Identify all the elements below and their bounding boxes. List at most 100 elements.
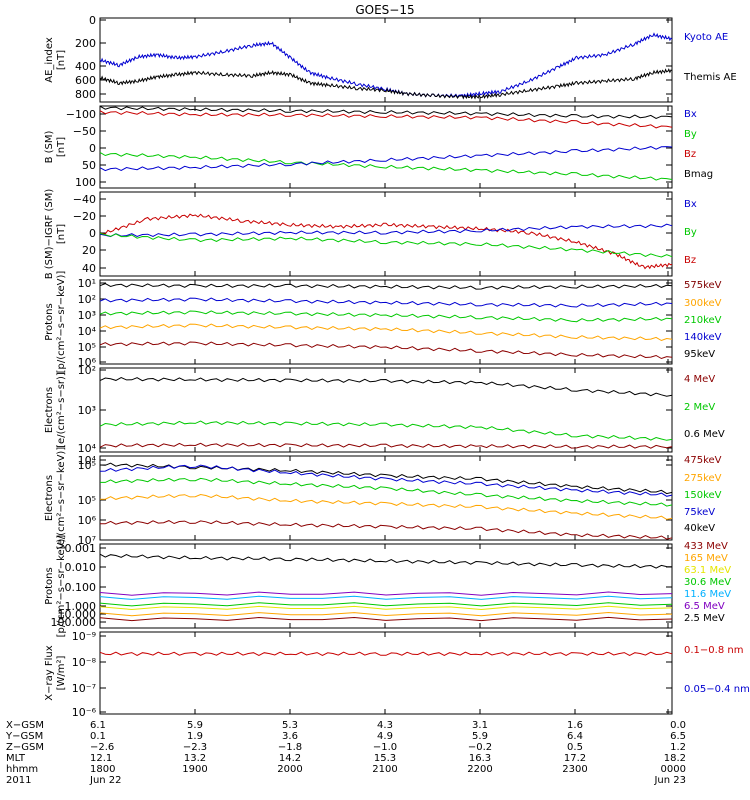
panel-frame-1 bbox=[99, 17, 673, 103]
x-axis-row-value: 18.2 bbox=[664, 753, 686, 764]
y-axis-label: Electrons bbox=[44, 475, 55, 521]
y-tick-label: 10⁴ bbox=[78, 442, 97, 455]
series-line-by bbox=[99, 232, 673, 258]
legend-label: 150keV bbox=[684, 490, 722, 501]
legend-label: 30.6 MeV bbox=[684, 577, 731, 588]
x-axis-row-value: 15.3 bbox=[374, 753, 396, 764]
y-tick-label: 0.010 bbox=[65, 561, 97, 574]
legend-label: 210keV bbox=[684, 315, 722, 326]
series-line-bx bbox=[99, 146, 673, 172]
y-tick-label: 10³ bbox=[78, 309, 96, 322]
x-axis-row-value: Jun 23 bbox=[653, 775, 686, 786]
series-line-210kev bbox=[99, 310, 673, 323]
legend-label: 2.5 MeV bbox=[684, 613, 725, 624]
y-axis-label: [nT] bbox=[56, 224, 67, 244]
x-axis-row-value: 13.2 bbox=[184, 753, 206, 764]
series-line-165-mev bbox=[99, 611, 673, 617]
x-axis-row-value: 3.6 bbox=[282, 731, 298, 742]
y-tick-label: 100.000 bbox=[51, 616, 97, 629]
legend-label: Kyoto AE bbox=[684, 32, 728, 43]
series-line-150kev bbox=[100, 477, 673, 507]
series-line-63-1-mev bbox=[99, 605, 673, 611]
y-tick-label: 10⁴ bbox=[78, 454, 97, 467]
x-axis-row-value: 1.9 bbox=[187, 731, 203, 742]
y-axis-label: X−ray Flux bbox=[44, 645, 55, 700]
x-axis-row-value: −1.8 bbox=[278, 742, 302, 753]
y-tick-label: −100 bbox=[66, 108, 96, 121]
legend-label: 475keV bbox=[684, 455, 722, 466]
y-tick-label: −20 bbox=[73, 210, 96, 223]
legend-label: 0.05−0.4 nm bbox=[684, 684, 750, 695]
x-axis-row-value: 16.3 bbox=[469, 753, 491, 764]
y-tick-label: 10.000 bbox=[58, 608, 97, 621]
y-tick-label: −50 bbox=[73, 125, 96, 138]
series-line-75kev bbox=[99, 464, 673, 497]
x-axis-row-value: Jun 22 bbox=[89, 775, 122, 786]
x-axis-row-value: 17.2 bbox=[564, 753, 586, 764]
x-axis-row-value: 0.0 bbox=[670, 720, 686, 731]
legend-label: By bbox=[684, 227, 697, 238]
y-tick-label: 200 bbox=[75, 37, 96, 50]
legend-label: 0.6 MeV bbox=[684, 429, 725, 440]
y-tick-label: 10⁴ bbox=[78, 325, 97, 338]
y-tick-label: 50 bbox=[82, 159, 96, 172]
x-axis-row-value: 2200 bbox=[467, 764, 492, 775]
x-axis-row-label: MLT bbox=[6, 753, 26, 764]
y-tick-label: 10² bbox=[78, 293, 96, 306]
x-axis-row-value: 0.1 bbox=[90, 731, 106, 742]
series-line-by bbox=[99, 151, 673, 181]
chart-title: GOES−15 bbox=[355, 3, 414, 17]
x-axis-row-value: 2300 bbox=[562, 764, 587, 775]
x-axis-row-value: −2.6 bbox=[90, 742, 114, 753]
x-axis-row-value: 6.1 bbox=[90, 720, 106, 731]
y-axis-label: [nT] bbox=[56, 50, 67, 70]
y-axis-label: Electrons bbox=[44, 387, 55, 433]
y-axis-label: [e/(cm²−s−sr−keV)] bbox=[56, 447, 67, 550]
y-tick-label: 10⁶ bbox=[78, 356, 97, 369]
y-axis-label: Protons bbox=[44, 303, 55, 340]
legend-label: 2 MeV bbox=[684, 402, 715, 413]
legend-label: 0.1−0.8 nm bbox=[684, 645, 743, 656]
legend-label: 165 MeV bbox=[684, 553, 728, 564]
y-tick-label: 40 bbox=[82, 262, 96, 275]
y-axis-label: [e/(cm²−s−sr)] bbox=[56, 372, 67, 448]
x-axis-row-value: 6.4 bbox=[567, 731, 583, 742]
y-tick-label: 10⁵ bbox=[78, 341, 96, 354]
panel-frame-8 bbox=[99, 631, 673, 715]
x-axis-row-value: 1.2 bbox=[670, 742, 686, 753]
y-tick-label: 20 bbox=[82, 244, 96, 257]
x-axis-row-label: Z−GSM bbox=[6, 742, 44, 753]
series-line-433-mev bbox=[99, 616, 673, 622]
x-axis-row-value: 12.1 bbox=[90, 753, 112, 764]
series-line-95kev bbox=[99, 283, 673, 290]
y-tick-label: 0 bbox=[89, 142, 96, 155]
x-axis-row-value: −0.2 bbox=[468, 742, 492, 753]
x-axis-row-value: 5.9 bbox=[187, 720, 203, 731]
x-axis-row-label: 2011 bbox=[6, 775, 31, 786]
legend-label: Bz bbox=[684, 255, 696, 266]
x-axis-row-value: −1.0 bbox=[373, 742, 397, 753]
series-line-30-6-mev bbox=[99, 602, 673, 607]
x-axis-row-value: 1.6 bbox=[567, 720, 583, 731]
y-tick-label: 0.001 bbox=[65, 542, 97, 555]
y-axis-label: [p/(cm²−s−sr−keV)] bbox=[56, 535, 67, 638]
series-line-2-5-mev bbox=[99, 553, 673, 569]
legend-label: 300keV bbox=[684, 298, 722, 309]
series-line-40kev bbox=[99, 462, 673, 495]
x-axis-row-value: 5.9 bbox=[472, 731, 488, 742]
legend-label: Bx bbox=[684, 199, 697, 210]
series-line-0-6-mev bbox=[99, 377, 673, 397]
series-line-bx bbox=[99, 223, 673, 238]
y-tick-label: 600 bbox=[75, 74, 96, 87]
y-axis-label: [W/m²] bbox=[56, 655, 67, 690]
y-tick-label: 10⁻⁶ bbox=[72, 706, 97, 719]
y-tick-label: 10⁵ bbox=[78, 494, 96, 507]
y-axis-label: [nT] bbox=[56, 137, 67, 157]
series-line-bz bbox=[99, 110, 673, 129]
y-tick-label: 0 bbox=[89, 227, 96, 240]
legend-label: 6.5 MeV bbox=[684, 601, 725, 612]
series-line-bmag bbox=[99, 105, 673, 119]
legend-label: 275keV bbox=[684, 473, 722, 484]
legend-label: Themis AE bbox=[683, 72, 737, 83]
